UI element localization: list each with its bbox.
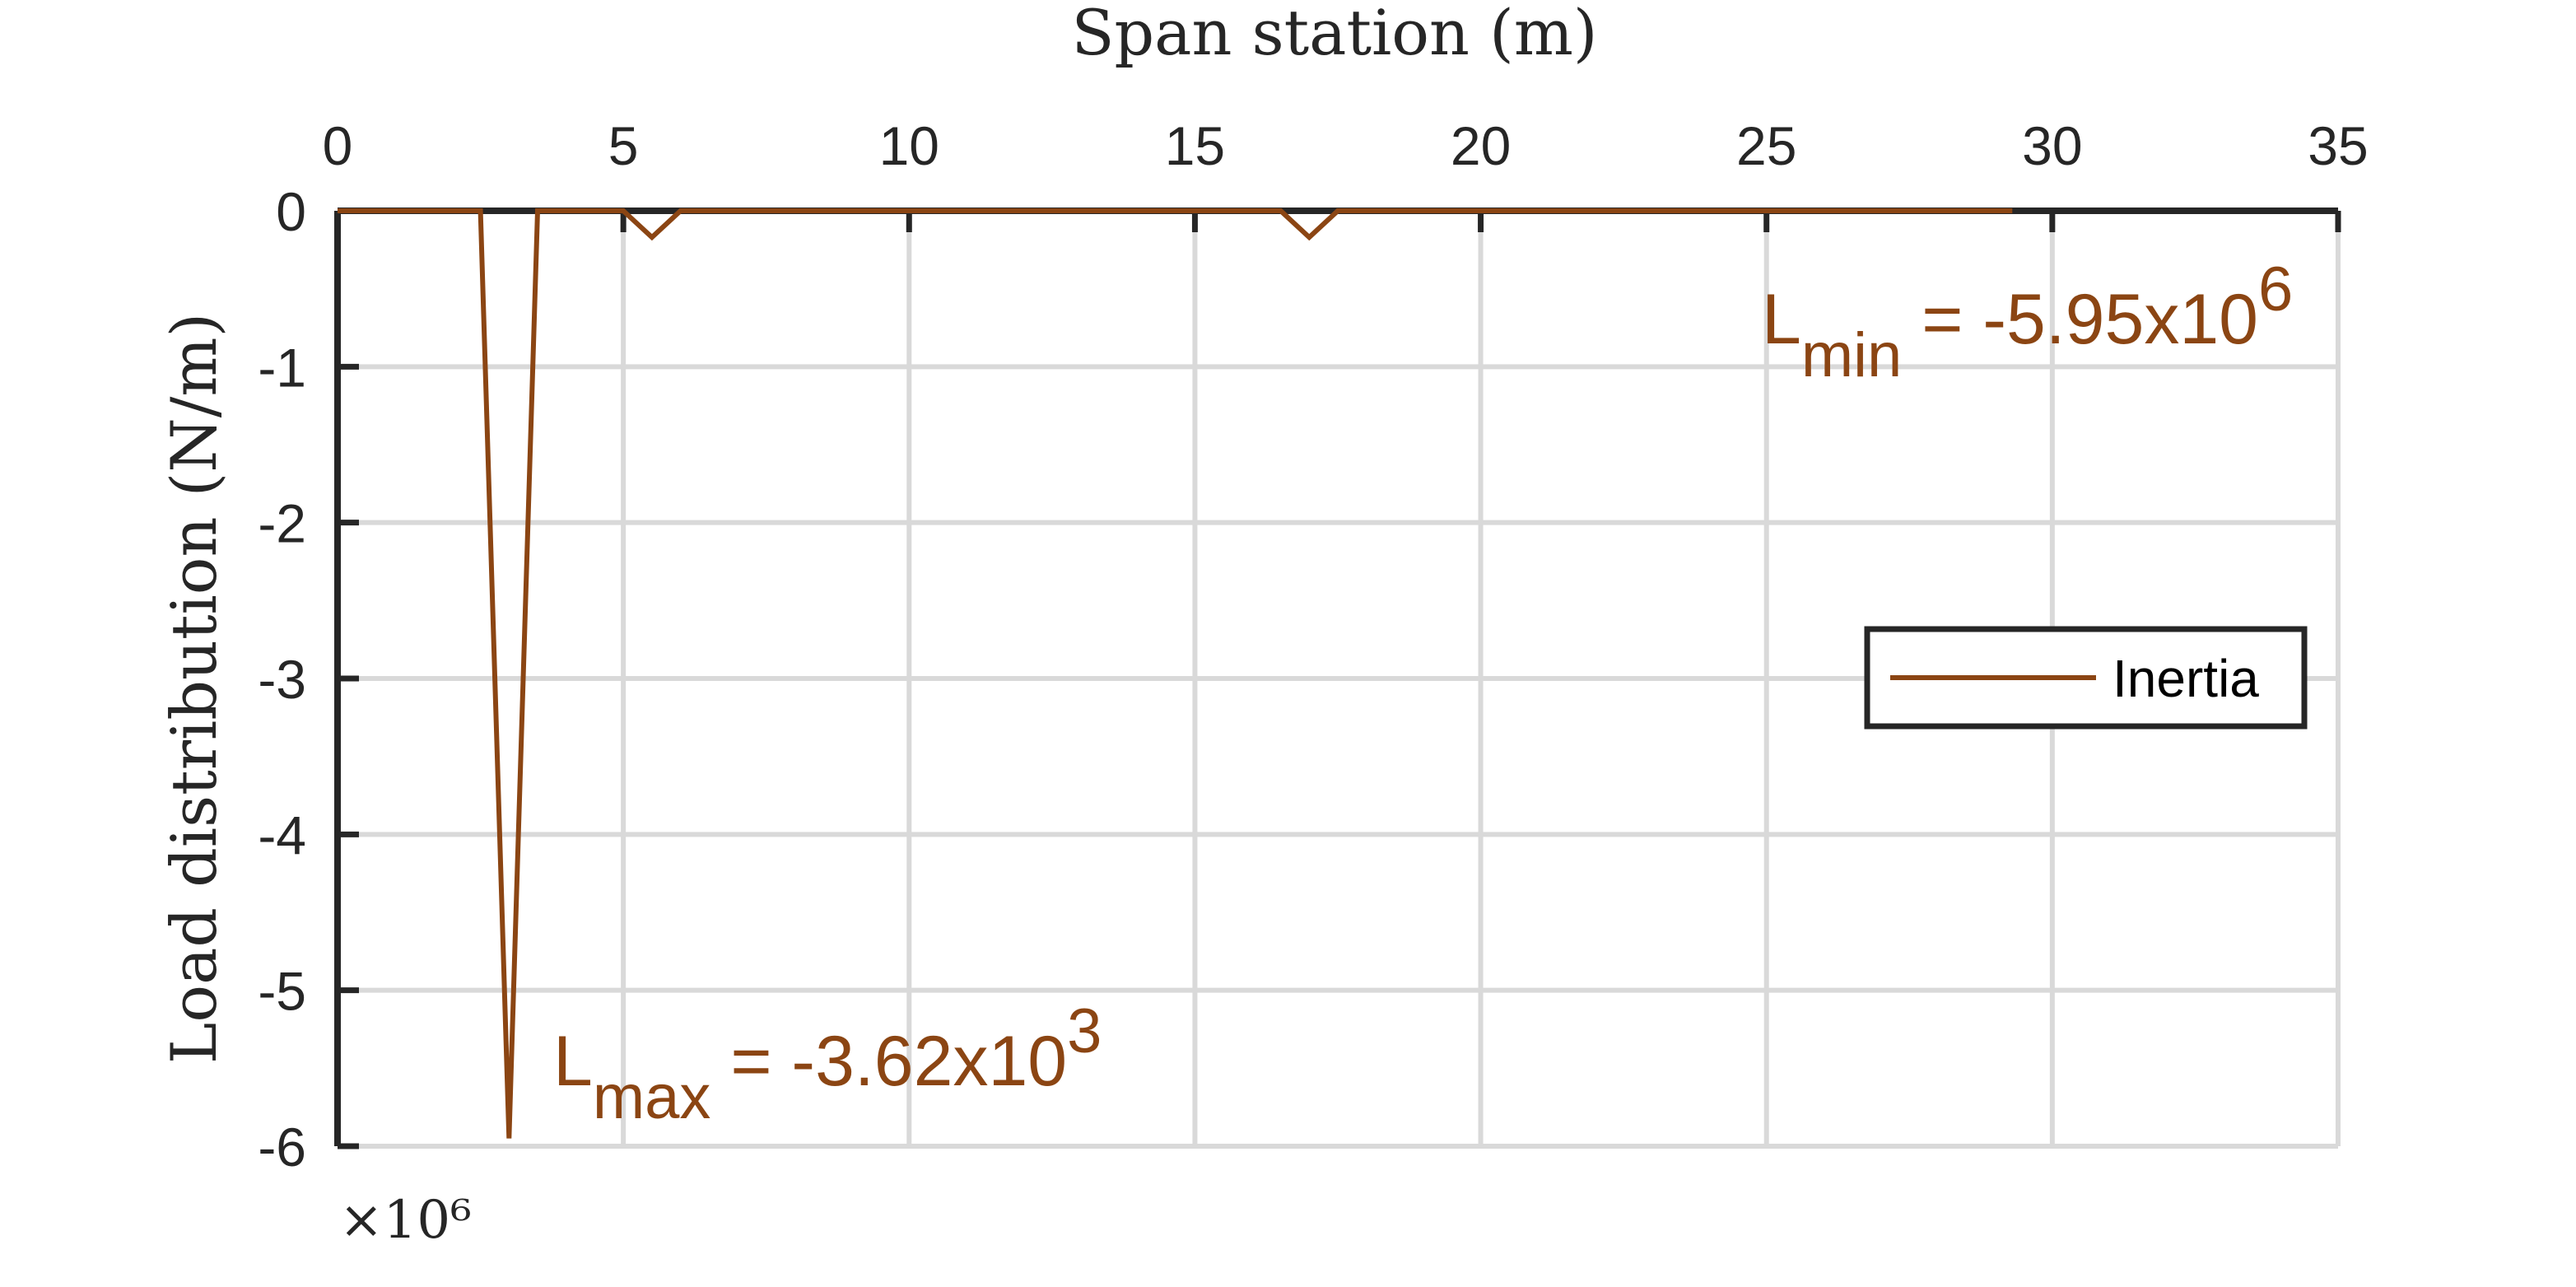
y-tick-label-5: -5 [258, 961, 306, 1022]
x-tick-label-4: 20 [1451, 115, 1511, 176]
annotation-lmin-base: L [1762, 280, 1801, 359]
tick-labels: 0 5 10 15 20 25 30 35 0 -1 -2 -3 -4 -5 -6 [258, 115, 2368, 1177]
x-tick-label-1: 5 [608, 115, 639, 176]
annotation-lmax-power: 3 [1067, 996, 1102, 1066]
series-layer [338, 208, 2013, 1139]
y-tick-label-2: -2 [258, 493, 306, 554]
x-tick-label-0: 0 [323, 115, 353, 176]
y-tick-label-4: -4 [258, 804, 306, 865]
x-tick-label-2: 10 [879, 115, 939, 176]
x-axis-title: Span station (m) [1071, 0, 1597, 69]
x-tick-label-7: 35 [2308, 115, 2368, 176]
annotation-lmax-value: = -3.62x10 [710, 1022, 1067, 1101]
annotation-lmin-subscript: min [1801, 320, 1902, 390]
legend-label-inertia: Inertia [2113, 649, 2259, 708]
annotation-lmax-base: L [553, 1022, 593, 1101]
annotation-lmin-power: 6 [2258, 254, 2293, 324]
y-tick-label-1: -1 [258, 337, 306, 398]
x-tick-label-3: 15 [1165, 115, 1225, 176]
y-axis-title: Load distribution (N/m) [157, 313, 231, 1064]
legend: Inertia [1864, 626, 2308, 730]
y-tick-label-0: 0 [276, 181, 306, 242]
annotation-lmax-subscript: max [593, 1062, 711, 1132]
annotation-lmin: Lmin = -5.95x106 [1762, 254, 2293, 390]
x-tick-label-5: 25 [1736, 115, 1796, 176]
y-tick-label-3: -3 [258, 649, 306, 710]
series-line-inertia [338, 208, 2013, 1139]
x-tick-label-6: 30 [2022, 115, 2082, 176]
annotation-lmax: Lmax = -3.62x103 [553, 996, 1102, 1132]
y-tick-label-6: -6 [258, 1117, 306, 1177]
y-exponent-label: ×10⁶ [339, 1190, 472, 1251]
annotation-lmin-value: = -5.95x10 [1902, 280, 2258, 359]
grid-lines [335, 208, 2341, 1149]
